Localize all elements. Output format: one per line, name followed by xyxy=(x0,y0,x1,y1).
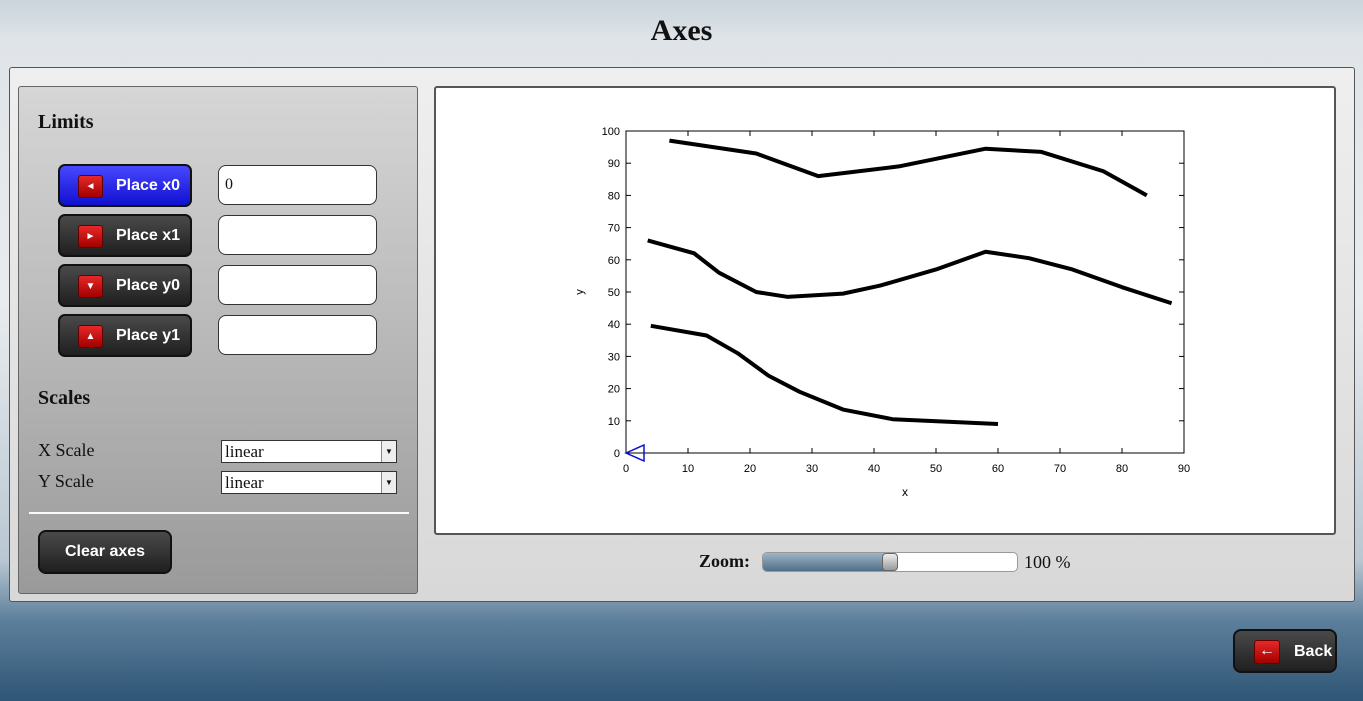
chart-svg: 0 10 20 30 40 50 60 70 80 90 0 10 20 30 40 50 60 70 80 90 10… xyxy=(574,126,1190,499)
place-y1-button[interactable]: ▲ Place y1 xyxy=(58,314,192,357)
series-line-3 xyxy=(650,323,999,427)
down-arrow-icon: ▼ xyxy=(78,275,103,298)
x-tick-label: 0 xyxy=(623,463,629,475)
zoom-slider-thumb[interactable] xyxy=(882,553,898,571)
y-tick-label: 20 xyxy=(608,384,620,396)
y-tick-label: 10 xyxy=(608,416,620,428)
place-y0-label: Place y0 xyxy=(116,277,181,294)
clear-axes-button[interactable]: Clear axes xyxy=(38,530,172,574)
y-scale-select[interactable]: linear ▼ xyxy=(221,471,397,494)
right-arrow-icon: ► xyxy=(78,225,103,248)
x-tick-label: 80 xyxy=(1116,463,1128,475)
divider xyxy=(29,512,409,514)
place-x1-label: Place x1 xyxy=(116,227,181,244)
page-title: Axes xyxy=(650,14,713,47)
x-axis-label: x xyxy=(902,485,908,499)
place-x0-button[interactable]: ◄ Place x0 xyxy=(58,164,192,207)
x-scale-select[interactable]: linear ▼ xyxy=(221,440,397,463)
up-arrow-icon: ▲ xyxy=(78,325,103,348)
x-tick-label: 70 xyxy=(1054,463,1066,475)
y-tick-label: 70 xyxy=(608,223,620,235)
x-scale-label: X Scale xyxy=(38,440,95,460)
y-tick-label: 80 xyxy=(608,190,620,202)
left-arrow-icon: ◄ xyxy=(78,175,103,198)
x-tick-label: 30 xyxy=(806,463,818,475)
y-tick-label: 30 xyxy=(608,351,620,363)
plot-frame xyxy=(625,130,1185,454)
image-canvas[interactable]: 0 10 20 30 40 50 60 70 80 90 0 10 20 30 40 50 60 70 80 90 10… xyxy=(434,86,1336,535)
place-y1-label: Place y1 xyxy=(116,327,181,344)
y1-input[interactable] xyxy=(218,315,377,355)
y-scale-label: Y Scale xyxy=(38,471,94,491)
zoom-value: 100 % xyxy=(1024,552,1071,572)
y-tick-label: 50 xyxy=(608,287,620,299)
place-y0-button[interactable]: ▼ Place y0 xyxy=(58,264,192,307)
x-scale-value: linear xyxy=(225,442,264,461)
place-x1-button[interactable]: ► Place x1 xyxy=(58,214,192,257)
limits-heading: Limits xyxy=(38,111,94,133)
y-tick-label: 90 xyxy=(608,158,620,170)
series-line-1 xyxy=(669,138,1148,198)
place-x0-label: Place x0 xyxy=(116,177,181,194)
x-tick-label: 60 xyxy=(992,463,1004,475)
y-tick-label: 40 xyxy=(608,319,620,331)
x0-input[interactable]: 0 xyxy=(218,165,377,205)
scales-heading: Scales xyxy=(38,387,91,409)
x-tick-label: 10 xyxy=(682,463,694,475)
zoom-label: Zoom: xyxy=(699,551,750,571)
chevron-down-icon: ▼ xyxy=(381,441,396,462)
back-label: Back xyxy=(1294,643,1333,660)
y-tick-label: 60 xyxy=(608,255,620,267)
x-tick-label: 20 xyxy=(744,463,756,475)
y-tick-label: 0 xyxy=(614,448,620,460)
zoom-slider-fill xyxy=(763,553,891,571)
x-tick-label: 50 xyxy=(930,463,942,475)
y-axis-label: y xyxy=(574,289,586,295)
back-button[interactable]: ← Back xyxy=(1233,629,1337,673)
y-scale-value: linear xyxy=(225,473,264,492)
x1-input[interactable] xyxy=(218,215,377,255)
x0-marker-icon xyxy=(624,443,645,463)
chevron-down-icon: ▼ xyxy=(381,472,396,493)
series-line-2 xyxy=(647,238,1173,306)
x-tick-label: 40 xyxy=(868,463,880,475)
x-tick-label: 90 xyxy=(1178,463,1190,475)
back-arrow-icon: ← xyxy=(1254,640,1280,664)
y0-input[interactable] xyxy=(218,265,377,305)
y-tick-label: 100 xyxy=(602,126,620,138)
